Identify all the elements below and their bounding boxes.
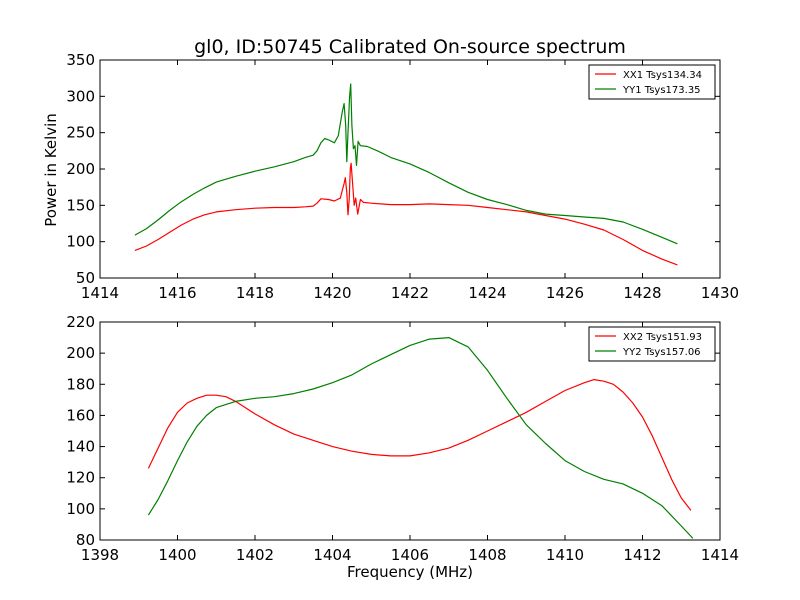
chart-panels: 1414 1416 1418 1420 1422 1424 1426 1428 1430 50 10… <box>66 51 739 564</box>
x-tick-label: 1416 <box>158 284 196 302</box>
y-tick-label: 80 <box>76 531 95 549</box>
legend: XX1 Tsys134.34 YY1 Tsys173.35 <box>588 64 716 100</box>
x-tick-label: 1426 <box>546 284 584 302</box>
x-tick-label: 1398 <box>81 546 119 564</box>
x-tick-label: 1406 <box>391 546 429 564</box>
y-tick-label: 200 <box>66 344 95 362</box>
x-tick-label: 1430 <box>701 284 739 302</box>
x-tick-label: 1414 <box>81 284 119 302</box>
y-tick-label: 100 <box>66 233 95 251</box>
x-tick-label: 1428 <box>623 284 661 302</box>
y-tick-label: 220 <box>66 313 95 331</box>
legend-label: XX2 Tsys151.93 <box>623 332 702 343</box>
series-line-yy2 <box>147 337 694 539</box>
x-tick-label: 1400 <box>158 546 196 564</box>
x-axis-label: Frequency (MHz) <box>347 563 473 581</box>
y-tick-label: 350 <box>66 51 95 69</box>
y-tick-label: 150 <box>66 196 95 214</box>
y-tick-label: 300 <box>66 87 95 105</box>
x-tick-label: 1420 <box>313 284 351 302</box>
x-tick-label: 1414 <box>701 546 739 564</box>
legend-label: YY1 Tsys173.35 <box>622 85 701 96</box>
x-tick-label: 1424 <box>468 284 506 302</box>
chart-panel-2: 1398 1400 1402 1404 1406 1408 1410 1412 1414 80 10… <box>66 313 739 564</box>
y-tick-label: 160 <box>66 406 95 424</box>
y-tick-label: 140 <box>66 438 95 456</box>
series-line-xx1 <box>134 162 678 266</box>
x-tick-label: 1418 <box>236 284 274 302</box>
x-tick-label: 1408 <box>468 546 506 564</box>
y-tick-label: 120 <box>66 469 95 487</box>
x-tick-label: 1404 <box>313 546 351 564</box>
y-tick-label: 250 <box>66 124 95 142</box>
x-tick-label: 1402 <box>236 546 274 564</box>
series-line-yy1 <box>134 83 678 245</box>
series-line-xx2 <box>147 379 692 511</box>
y-tick-label: 50 <box>76 269 95 287</box>
y-axis-label: Power in Kelvin <box>42 113 60 227</box>
legend-box <box>588 64 716 100</box>
y-tick-label: 100 <box>66 500 95 518</box>
chart-panel-1: 1414 1416 1418 1420 1422 1424 1426 1428 1430 50 10… <box>66 51 739 302</box>
legend-label: YY2 Tsys157.06 <box>622 347 701 358</box>
legend-box <box>588 326 716 362</box>
x-tick-label: 1412 <box>623 546 661 564</box>
figure-title: gl0, ID:50745 Calibrated On-source spect… <box>194 36 626 58</box>
legend-label: XX1 Tsys134.34 <box>623 70 702 81</box>
x-tick-label: 1410 <box>546 546 584 564</box>
x-tick-label: 1422 <box>391 284 429 302</box>
y-tick-label: 180 <box>66 375 95 393</box>
legend: XX2 Tsys151.93 YY2 Tsys157.06 <box>588 326 716 362</box>
y-tick-label: 200 <box>66 160 95 178</box>
